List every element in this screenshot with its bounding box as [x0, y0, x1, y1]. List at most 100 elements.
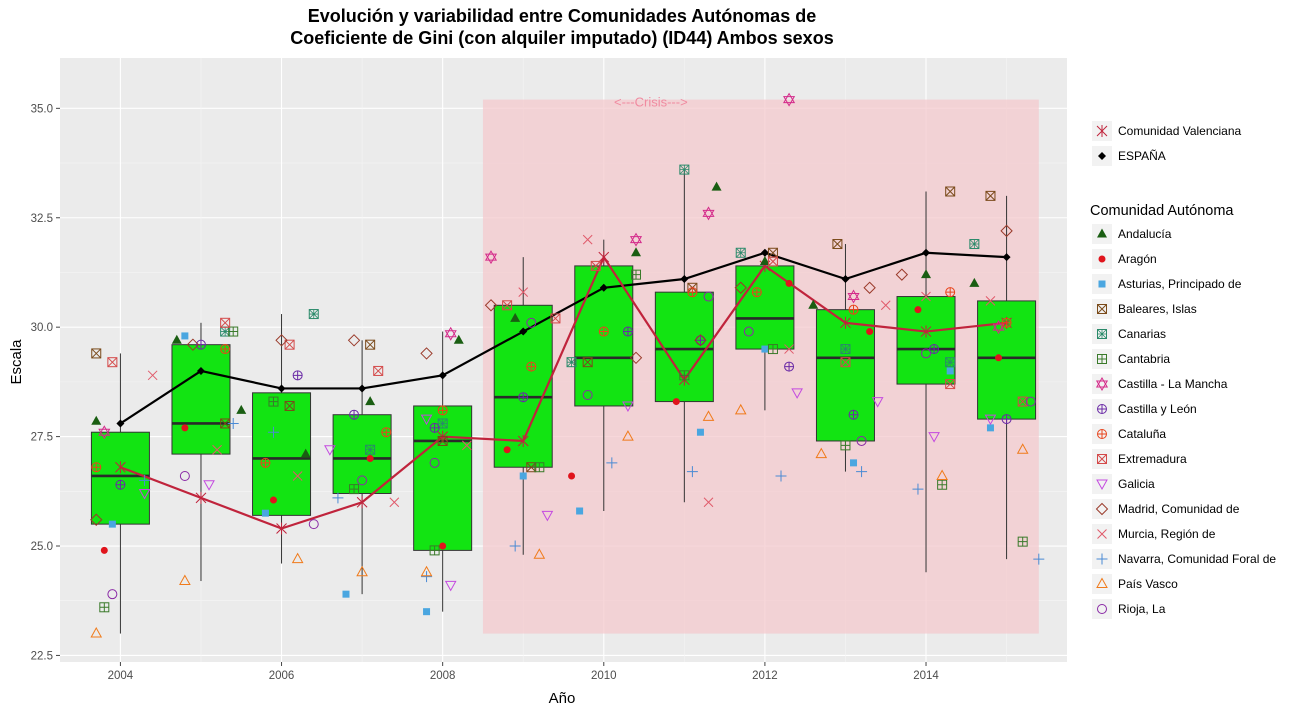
marker-shape: [181, 332, 189, 340]
legend-label: Rioja, La: [1118, 602, 1166, 616]
marker-shape: [808, 299, 819, 309]
marker-shape: [171, 334, 182, 344]
data-point: [292, 370, 303, 381]
marker-shape: [985, 191, 996, 201]
marker-shape: [438, 371, 447, 380]
marker-shape: [985, 296, 996, 306]
data-point: [1001, 414, 1012, 425]
marker-shape: [220, 317, 231, 328]
points-arag-n: [100, 279, 1003, 554]
marker-shape: [1095, 502, 1109, 516]
marker-shape: [1096, 553, 1108, 565]
data-point: [871, 397, 884, 408]
marker-shape: [784, 362, 794, 372]
series-espa-a: [116, 248, 1011, 428]
marker-shape: [284, 401, 295, 411]
data-point: [631, 269, 642, 280]
data-point: [679, 370, 690, 381]
data-point: [138, 488, 151, 500]
marker-shape: [945, 379, 956, 390]
marker-shape: [840, 344, 851, 354]
marker-shape: [91, 348, 102, 359]
marker-shape: [195, 491, 207, 504]
marker-shape: [342, 590, 350, 598]
data-point: [784, 361, 795, 372]
data-point: [863, 281, 876, 294]
data-point: [687, 287, 698, 298]
box-iqr: [252, 392, 312, 516]
series-point: [517, 434, 529, 447]
legend-key: [1097, 454, 1107, 464]
marker-shape: [115, 461, 126, 474]
marker-shape: [680, 275, 689, 284]
data-point: [1017, 396, 1028, 407]
data-point: [986, 424, 994, 432]
data-point: [992, 320, 1005, 335]
data-point: [767, 256, 778, 267]
series-point: [196, 366, 205, 375]
marker-shape: [91, 462, 101, 472]
series-point: [277, 384, 286, 393]
data-point: [99, 602, 110, 613]
legend-key-bg: [1092, 574, 1112, 594]
marker-shape: [735, 247, 746, 258]
marker-shape: [582, 357, 593, 368]
legend-label: Andalucía: [1118, 227, 1172, 241]
marker-shape: [196, 366, 205, 375]
marker-shape: [430, 545, 440, 555]
marker-shape: [629, 236, 643, 247]
data-point: [365, 396, 376, 406]
data-point: [228, 326, 239, 337]
data-point: [439, 542, 447, 550]
data-point: [815, 447, 828, 459]
marker-shape: [365, 339, 376, 350]
data-point: [300, 448, 311, 458]
marker-shape: [212, 444, 222, 455]
data-point: [791, 388, 803, 399]
x-tick-label: 2008: [430, 670, 456, 682]
marker-shape: [920, 325, 932, 338]
data-point: [840, 344, 851, 355]
data-point: [995, 354, 1003, 362]
data-point: [107, 589, 118, 600]
marker-shape: [986, 424, 994, 432]
box-iqr: [332, 414, 392, 494]
data-point: [236, 404, 247, 414]
data-point: [91, 348, 102, 359]
data-point: [914, 306, 922, 314]
data-point: [349, 409, 360, 420]
marker-shape: [921, 348, 932, 359]
marker-shape: [220, 344, 230, 354]
legend-label: Aragón: [1118, 252, 1157, 266]
data-point: [937, 479, 948, 490]
data-point: [115, 479, 126, 490]
data-point: [308, 309, 319, 320]
marker-shape: [1016, 443, 1029, 454]
marker-shape: [696, 428, 704, 436]
marker-shape: [429, 457, 440, 468]
marker-shape: [849, 305, 859, 315]
points-navarra-comunidad-foral-de: [139, 417, 1045, 583]
marker-shape: [100, 546, 108, 554]
legend-label: Comunidad Valenciana: [1118, 124, 1242, 138]
marker-shape: [519, 472, 527, 480]
marker-shape: [945, 186, 956, 197]
marker-shape: [284, 339, 295, 350]
data-point: [342, 590, 350, 598]
marker-shape: [438, 405, 448, 415]
y-tick-label: 35.0: [31, 103, 53, 115]
data-point: [921, 291, 931, 302]
data-point: [423, 608, 431, 616]
data-point: [484, 299, 498, 312]
data-point: [356, 565, 368, 577]
marker-shape: [510, 312, 521, 322]
data-point: [622, 430, 634, 441]
series-point: [115, 461, 126, 474]
legend-key: [1097, 404, 1107, 414]
marker-shape: [1097, 354, 1107, 364]
data-point: [856, 435, 867, 446]
marker-shape: [444, 580, 457, 592]
data-point: [518, 392, 529, 403]
data-point: [171, 334, 182, 344]
marker-shape: [711, 181, 722, 191]
